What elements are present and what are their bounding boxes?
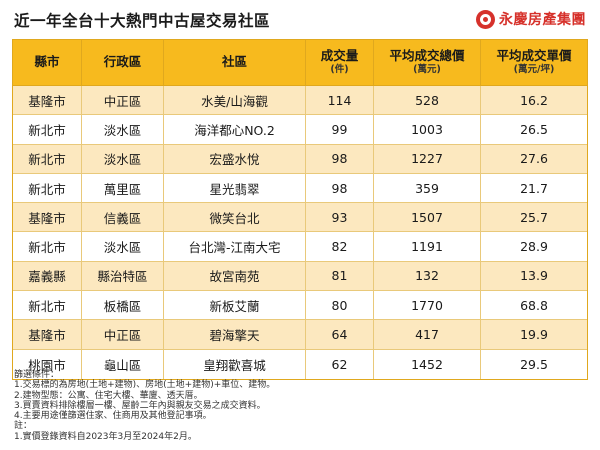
cell-avg-total-price: 528 <box>374 86 481 115</box>
cell-volume: 99 <box>306 115 374 144</box>
cell-community: 新板艾蘭 <box>164 291 306 320</box>
cell-county: 基隆市 <box>13 86 82 115</box>
cell-avg-total-price: 1507 <box>374 203 481 232</box>
cell-avg-unit-price: 25.7 <box>520 209 548 225</box>
cell-community: 海洋都心NO.2 <box>164 115 306 144</box>
cell-avg-total-price: 1770 <box>374 291 481 320</box>
column-header-avg-unit-price: 平均成交單價 (萬元/坪) <box>496 48 572 75</box>
cell-avg-total-price: 1003 <box>374 115 481 144</box>
cell-volume: 93 <box>306 203 374 232</box>
table-row: 嘉義縣 縣治特區 故宮南苑 81 132 13.9 <box>13 261 587 292</box>
cell-district: 中正區 <box>82 320 164 349</box>
cell-avg-unit-price: 13.9 <box>520 268 548 284</box>
cell-avg-total-price: 1227 <box>374 144 481 173</box>
cell-volume: 98 <box>306 144 374 173</box>
cell-county: 新北市 <box>13 232 82 261</box>
column-header-district: 行政區 <box>82 40 164 85</box>
cell-district: 信義區 <box>82 203 164 232</box>
header: 近一年全台十大熱門中古屋交易社區 永慶房產集團 <box>0 0 600 38</box>
footnote-line: 1.實價登錄資料自2023年3月至2024年2月。 <box>14 431 197 442</box>
cell-avg-unit-price: 27.6 <box>520 151 548 167</box>
table-header: 縣市 行政區 社區 成交量 (件) 平均成交總價 (萬元) 平均成交單價 (萬元… <box>13 40 587 86</box>
cell-county: 基隆市 <box>13 203 82 232</box>
cell-avg-unit-price: 26.5 <box>520 121 548 137</box>
cell-county: 新北市 <box>13 115 82 144</box>
cell-district: 淡水區 <box>82 115 164 144</box>
cell-volume: 98 <box>306 173 374 203</box>
footnote-line: 篩選條件： <box>14 370 60 380</box>
cell-avg-unit-price: 28.9 <box>520 239 548 255</box>
cell-avg-unit-price: 29.5 <box>520 356 548 372</box>
column-unit: (萬元/坪) <box>513 63 555 75</box>
cell-district: 淡水區 <box>82 144 164 173</box>
footnote-line: 3.買賣資料排除樓層一樓、屋齡二年內與親友交易之成交資料。 <box>14 400 266 411</box>
cell-avg-total-price: 1452 <box>374 349 481 379</box>
cell-avg-total-price: 417 <box>374 320 481 349</box>
cell-community: 微笑台北 <box>164 203 306 232</box>
cell-county: 嘉義縣 <box>13 261 82 291</box>
cell-community: 台北灣-江南大宅 <box>164 232 306 261</box>
cell-county: 基隆市 <box>13 320 82 349</box>
cell-county: 新北市 <box>13 144 82 173</box>
cell-volume: 82 <box>306 232 374 261</box>
cell-avg-unit-price: 19.9 <box>520 327 548 343</box>
cell-district: 縣治特區 <box>82 261 164 291</box>
cell-district: 淡水區 <box>82 232 164 261</box>
cell-volume: 114 <box>306 86 374 115</box>
cell-community: 星光翡翠 <box>164 173 306 203</box>
table-row: 桃園市 龜山區 皇翔歡喜城 62 1452 29.5 <box>13 349 587 379</box>
footnote-line: 1.交易標的為房地(土地+建物)、房地(土地+建物)+車位、建物。 <box>14 380 276 391</box>
cell-community: 皇翔歡喜城 <box>164 349 306 379</box>
footnotes: 篩選條件： 1.交易標的為房地(土地+建物)、房地(土地+建物)+車位、建物。 … <box>14 370 590 442</box>
brand: 永慶房產集團 <box>476 9 586 29</box>
cell-district: 中正區 <box>82 86 164 115</box>
table-row: 新北市 板橋區 新板艾蘭 80 1770 68.8 <box>13 291 587 321</box>
cell-community: 水美/山海觀 <box>164 86 306 115</box>
cell-district: 龜山區 <box>82 349 164 379</box>
cell-avg-unit-price: 21.7 <box>520 180 548 196</box>
table-row: 基隆市 中正區 碧海擎天 64 417 19.9 <box>13 320 587 350</box>
cell-avg-total-price: 359 <box>374 173 481 203</box>
cell-county: 新北市 <box>13 291 82 320</box>
page-title: 近一年全台十大熱門中古屋交易社區 <box>14 12 271 30</box>
column-header-county: 縣市 <box>13 40 82 85</box>
cell-district: 板橋區 <box>82 291 164 320</box>
cell-avg-unit-price: 68.8 <box>520 297 548 313</box>
cell-volume: 80 <box>306 291 374 320</box>
cell-community: 碧海擎天 <box>164 320 306 349</box>
table-row: 新北市 淡水區 宏盛水悅 98 1227 27.6 <box>13 144 587 174</box>
brand-logo-icon <box>476 9 495 29</box>
table-row: 新北市 淡水區 海洋都心NO.2 99 1003 26.5 <box>13 115 587 145</box>
cell-volume: 62 <box>306 349 374 379</box>
data-table: 縣市 行政區 社區 成交量 (件) 平均成交總價 (萬元) 平均成交單價 (萬元… <box>12 39 588 380</box>
column-unit: (萬元) <box>413 63 441 75</box>
table-row: 新北市 萬里區 星光翡翠 98 359 21.7 <box>13 173 587 204</box>
table-row: 基隆市 中正區 水美/山海觀 114 528 16.2 <box>13 86 587 116</box>
brand-name: 永慶房產集團 <box>499 12 586 28</box>
cell-district: 萬里區 <box>82 173 164 203</box>
cell-county: 桃園市 <box>13 349 82 379</box>
cell-volume: 81 <box>306 261 374 291</box>
cell-avg-unit-price: 16.2 <box>520 92 548 108</box>
cell-community: 故宮南苑 <box>164 261 306 291</box>
cell-county: 新北市 <box>13 173 82 203</box>
footnote-line: 註： <box>14 421 33 432</box>
cell-community: 宏盛水悅 <box>164 144 306 173</box>
table-row: 基隆市 信義區 微笑台北 93 1507 25.7 <box>13 203 587 233</box>
cell-volume: 64 <box>306 320 374 349</box>
cell-avg-total-price: 1191 <box>374 232 481 261</box>
column-unit: (件) <box>330 63 349 75</box>
footnote-line: 2.建物型態：公寓、住宅大樓、華廈、透天厝。 <box>14 390 203 401</box>
column-header-avg-total-price: 平均成交總價 (萬元) <box>374 40 481 85</box>
table-row: 新北市 淡水區 台北灣-江南大宅 82 1191 28.9 <box>13 232 587 262</box>
cell-avg-total-price: 132 <box>374 261 481 291</box>
column-header-community: 社區 <box>164 40 306 85</box>
footnote-line: 4.主要用途僅篩選住家、住商用及其他登記事項。 <box>14 411 212 422</box>
column-header-volume: 成交量 (件) <box>306 40 374 85</box>
